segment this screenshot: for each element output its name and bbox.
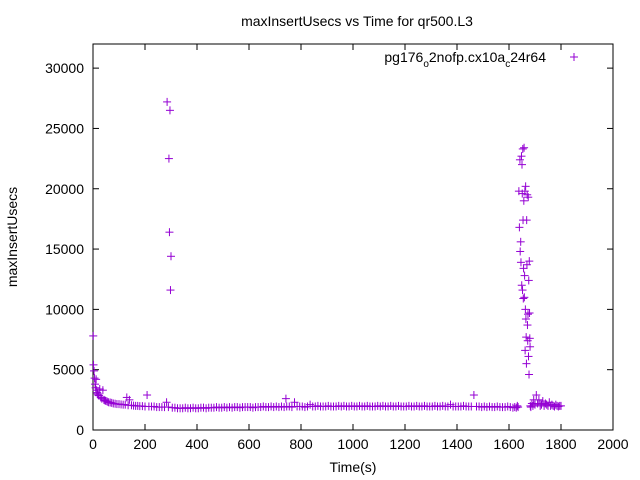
x-tick-label: 600 (237, 436, 261, 452)
data-point (516, 247, 525, 256)
data-point (90, 374, 99, 383)
x-tick-label: 2000 (597, 436, 628, 452)
data-point (513, 401, 522, 410)
data-point (518, 160, 526, 169)
data-point (515, 223, 524, 232)
data-point (523, 310, 532, 319)
data-point (167, 252, 175, 261)
y-tick-label: 30000 (45, 60, 84, 76)
y-tick-label: 5000 (53, 362, 84, 378)
data-point (522, 359, 531, 368)
data-point (521, 346, 530, 355)
data-point (514, 403, 523, 412)
x-tick-label: 800 (289, 436, 313, 452)
data-point (520, 271, 529, 280)
x-axis: 0 200 400 600 800 1000 1200 1400 1600 1800 2000 (89, 44, 629, 452)
data-point (89, 331, 98, 340)
data-point (522, 216, 531, 225)
data-point (557, 401, 565, 410)
data-point (287, 403, 296, 412)
y-tick-label: 0 (76, 422, 84, 438)
data-point (524, 193, 533, 202)
legend-marker-plus-icon (570, 53, 578, 61)
data-point (534, 395, 543, 404)
data-point (469, 391, 478, 400)
data-point (525, 308, 534, 317)
y-tick-label: 10000 (45, 301, 84, 317)
chart-title: maxInsertUsecs vs Time for qr500.L3 (241, 13, 473, 29)
data-point (281, 394, 290, 403)
legend: pg176o2nofp.cx10ac24r64 (384, 49, 578, 70)
y-axis: 0 5000 10000 15000 20000 25000 30000 (45, 60, 613, 438)
data-point (517, 281, 526, 290)
data-point (165, 228, 174, 237)
data-point (98, 386, 107, 395)
data-point (519, 264, 528, 273)
data-point (162, 398, 171, 407)
data-point (89, 360, 98, 369)
y-tick-label: 25000 (45, 120, 84, 136)
data-point (521, 315, 530, 324)
data-point (166, 286, 175, 295)
data-point (164, 154, 173, 163)
data-point (532, 391, 541, 400)
y-tick-label: 20000 (45, 181, 84, 197)
y-axis-label: maxInsertUsecs (4, 187, 20, 287)
data-point (524, 352, 533, 361)
legend-marker-plus (570, 53, 578, 61)
data-point (519, 294, 528, 303)
data-point (515, 155, 524, 164)
data-point (525, 257, 534, 266)
data-point (521, 182, 530, 191)
x-tick-label: 200 (133, 436, 157, 452)
data-point (517, 152, 526, 161)
data-point (165, 106, 174, 115)
y-tick-label: 15000 (45, 241, 84, 257)
x-tick-label: 1200 (389, 436, 420, 452)
data-point (512, 403, 521, 412)
data-point (92, 375, 101, 384)
data-point (525, 370, 534, 379)
data-point (520, 293, 529, 302)
x-tick-label: 400 (185, 436, 209, 452)
data-point (520, 143, 529, 152)
data-point (91, 380, 100, 389)
data-point (523, 321, 532, 330)
data-point (526, 403, 535, 412)
x-tick-label: 1600 (493, 436, 524, 452)
data-point (526, 342, 535, 351)
data-point (516, 258, 525, 267)
data-point (525, 334, 534, 343)
data-point (290, 398, 299, 407)
legend-label: pg176o2nofp.cx10ac24r64 (384, 49, 546, 70)
data-point (528, 401, 537, 410)
data-point (519, 196, 528, 205)
data-point (99, 395, 108, 404)
data-point (164, 403, 173, 412)
data-point (522, 333, 531, 342)
x-tick-label: 0 (89, 436, 97, 452)
data-point (107, 398, 116, 407)
x-tick-label: 1000 (337, 436, 368, 452)
data-point (143, 391, 152, 400)
x-tick-label: 1800 (545, 436, 576, 452)
data-points (89, 97, 565, 413)
x-tick-label: 1400 (441, 436, 472, 452)
data-point (518, 286, 527, 295)
data-point (90, 366, 99, 375)
data-point (163, 97, 172, 106)
x-axis-label: Time(s) (330, 459, 377, 475)
data-point (125, 395, 134, 404)
data-point (524, 276, 533, 285)
data-point (521, 305, 530, 314)
data-point (518, 144, 527, 153)
data-point (516, 237, 525, 246)
